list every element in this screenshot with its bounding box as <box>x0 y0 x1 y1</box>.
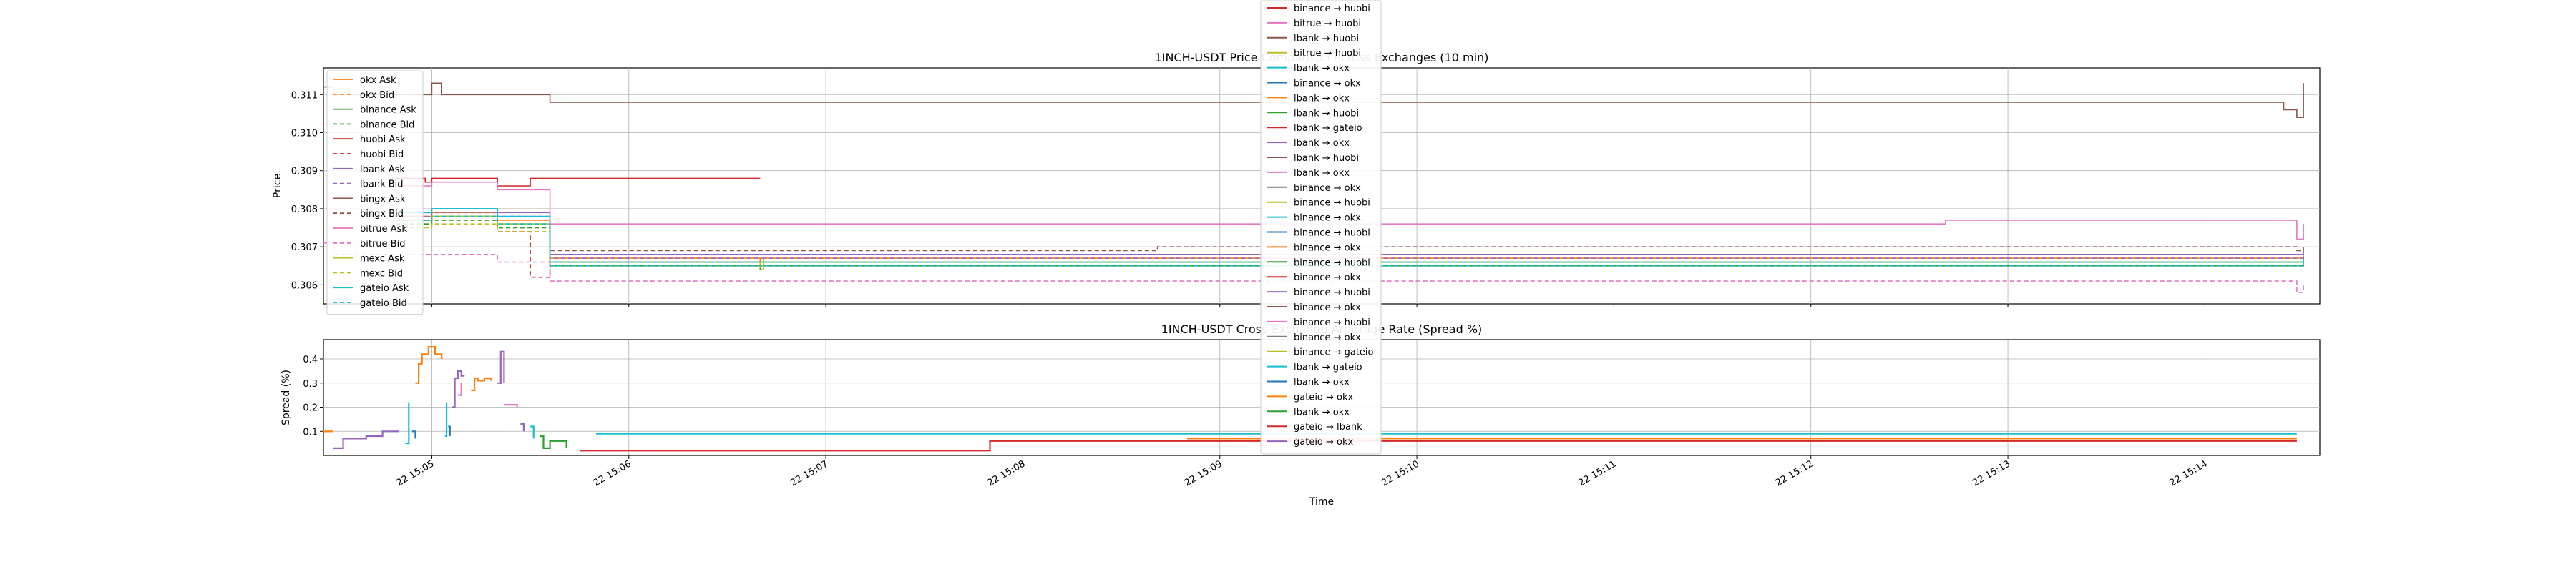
legend-entry-label: gateio Bid <box>360 298 407 309</box>
legend-entry-label: gateio → okx <box>1294 392 1354 403</box>
legend-entry-label: binance → huobi <box>1294 228 1370 239</box>
series-line-huobi-ask <box>396 177 761 187</box>
legend-entry-label: binance → okx <box>1294 79 1361 89</box>
price-y-tick-label: 0.306 <box>291 280 318 291</box>
legend-entry-label: lbank → okx <box>1294 138 1350 149</box>
legend-entry-label: lbank → huobi <box>1294 34 1359 44</box>
legend-entry-label: gateio → okx <box>1294 437 1354 448</box>
legend-entry-label: lbank → okx <box>1294 378 1350 388</box>
price-x-ticks <box>431 304 2205 307</box>
legend-entry-label: lbank Ask <box>360 164 405 175</box>
price-legend: okx Ask okx Bid binance Ask binance Bid huob… <box>326 70 424 315</box>
legend-entry-label: lbank → huobi <box>1294 153 1359 164</box>
spread-y-tick-label: 0.2 <box>303 403 318 414</box>
series-line-binance-bid <box>396 220 2304 270</box>
legend-entry-label: okx Ask <box>360 75 396 86</box>
spread-series-line <box>530 425 535 439</box>
spread-legend: binance → huobi bitrue → huobi lbank → huo… <box>1260 0 1382 455</box>
series-line-gateio-bid <box>396 215 2304 267</box>
legend-entry-label: huobi Ask <box>360 134 406 145</box>
legend-entry-label: lbank → gateio <box>1294 123 1362 134</box>
series-line-bitrue-ask <box>396 181 2304 240</box>
spread-series-line <box>444 402 448 438</box>
spread-x-axis-label: Time <box>1309 496 1334 508</box>
legend-entry-label: lbank → okx <box>1294 168 1350 179</box>
spread-series-line <box>458 383 462 396</box>
spread-y-tick-label: 0.1 <box>303 427 318 438</box>
price-y-ticks: 0.306 0.307 0.308 0.309 0.310 0.311 <box>291 90 323 291</box>
spread-y-tick-label: 0.4 <box>303 355 318 365</box>
spread-y-ticks: 0.1 0.2 0.3 0.4 <box>303 355 323 438</box>
legend-entry-label: lbank Bid <box>360 179 404 190</box>
spread-series-line <box>504 404 518 408</box>
price-y-tick-label: 0.309 <box>291 167 318 177</box>
spread-legend-box <box>1260 0 1382 455</box>
legend-entry-label: bitrue Ask <box>360 224 407 235</box>
legend-entry-label: lbank → huobi <box>1294 108 1359 119</box>
legend-entry-label: huobi Bid <box>360 149 404 160</box>
spread-series-line <box>448 425 451 436</box>
legend-entry-label: bitrue → huobi <box>1294 49 1361 59</box>
legend-entry-label: gateio → lbank <box>1294 422 1362 433</box>
spread-series-line <box>579 440 2297 452</box>
spread-series-line <box>497 350 505 384</box>
price-y-tick-label: 0.311 <box>291 90 318 101</box>
legend-entry-label: mexc Bid <box>360 268 403 279</box>
spread-y-axis-label: Spread (%) <box>280 370 292 425</box>
spread-series-line <box>520 423 525 432</box>
legend-entry-label: lbank → okx <box>1294 93 1350 104</box>
legend-entry-label: binance → huobi <box>1294 287 1370 298</box>
legend-entry-label: binance → huobi <box>1294 198 1370 209</box>
legend-entry-label: mexc Ask <box>360 254 405 265</box>
legend-entry-label: lbank → okx <box>1294 64 1350 74</box>
price-y-tick-label: 0.307 <box>291 242 318 253</box>
spread-series-line <box>333 430 399 449</box>
legend-entry-label: binance → okx <box>1294 302 1361 313</box>
legend-entry-label: lbank → okx <box>1294 407 1350 418</box>
series-line-lbank-bid <box>396 212 2304 259</box>
legend-entry-label: binance → huobi <box>1294 4 1370 14</box>
spread-y-tick-label: 0.3 <box>303 379 318 390</box>
legend-entry-label: binance Ask <box>360 105 416 116</box>
legend-entry-label: binance → okx <box>1294 272 1361 283</box>
spread-series-line <box>540 435 567 449</box>
spread-series-line <box>405 402 410 445</box>
legend-entry-label: binance → okx <box>1294 213 1361 224</box>
price-legend-box <box>326 70 424 315</box>
legend-entry-label: binance → okx <box>1294 242 1361 253</box>
legend-entry-label: okx Bid <box>360 90 394 101</box>
legend-entry-label: gateio Ask <box>360 283 409 294</box>
legend-entry-label: bitrue Bid <box>360 239 405 250</box>
spread-series-line <box>411 430 416 439</box>
series-line-gateio-ask <box>396 208 2304 263</box>
price-y-tick-label: 0.308 <box>291 204 318 215</box>
legend-entry-label: bingx Bid <box>360 209 404 220</box>
price-y-tick-label: 0.310 <box>291 128 318 139</box>
legend-entry-label: binance → huobi <box>1294 317 1370 328</box>
legend-entry-label: lbank → gateio <box>1294 363 1362 373</box>
legend-entry-label: bingx Ask <box>360 194 406 204</box>
legend-entry-label: bitrue → huobi <box>1294 19 1361 29</box>
spread-series-line <box>415 346 443 384</box>
legend-entry-label: binance → huobi <box>1294 257 1370 268</box>
legend-entry-label: binance → okx <box>1294 332 1361 343</box>
price-y-axis-label: Price <box>272 174 283 198</box>
legend-entry-label: binance → okx <box>1294 183 1361 194</box>
legend-entry-label: binance → gateio <box>1294 347 1374 358</box>
spread-series-line <box>471 377 492 391</box>
spread-series-line <box>452 370 465 408</box>
legend-entry-label: binance Bid <box>360 119 414 130</box>
